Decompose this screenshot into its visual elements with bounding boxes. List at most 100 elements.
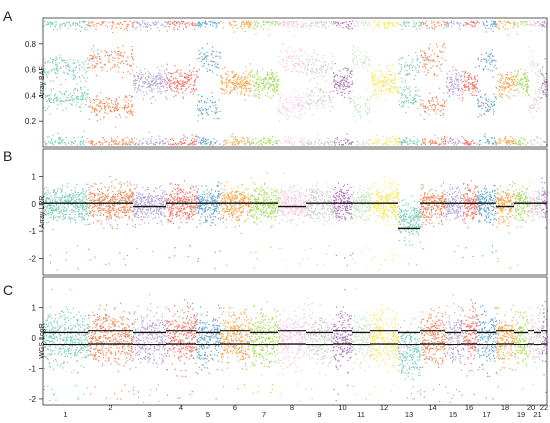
chromosome-points: [445, 183, 463, 253]
chromosome-points: [333, 20, 354, 146]
plot-frame: [42, 276, 548, 406]
chromosome-points: [534, 307, 543, 369]
chromosome-label: 4: [179, 403, 183, 412]
chromosome-points: [514, 311, 530, 390]
chromosome-points: [306, 297, 335, 400]
chromosome-points: [420, 306, 447, 403]
y-tick-label: 0.8: [25, 40, 37, 49]
panel-letter-c: C: [3, 282, 14, 298]
plot-frame: [42, 17, 548, 148]
chromosome-label: 12: [380, 403, 388, 412]
chromosome-points: [420, 182, 447, 250]
chromosome-label: 10: [338, 403, 346, 412]
chromosome-label: 6: [233, 403, 237, 412]
chromosome-points: [166, 180, 198, 259]
chromosome-points: [370, 304, 400, 401]
panel-letter-a: A: [3, 8, 13, 24]
chromosome-points: [477, 184, 498, 257]
chromosome-points: [420, 20, 447, 146]
chromosome-points: [477, 20, 497, 146]
chromosome-points: [496, 20, 516, 145]
chromosome-points: [250, 172, 279, 269]
chromosome-points: [220, 181, 252, 266]
chromosome-points: [88, 175, 134, 266]
chromosome-points: [477, 305, 497, 400]
chromosome-points: [278, 172, 307, 268]
chromosome-points: [196, 304, 222, 400]
chromosome-points: [333, 289, 353, 402]
chromosome-label: 21: [533, 410, 541, 419]
chromosome-label: 9: [317, 410, 321, 419]
chromosome-points: [43, 288, 89, 402]
chromosome-label: 18: [501, 403, 509, 412]
chromosome-label: 14: [428, 403, 436, 412]
chromosome-points: [461, 20, 478, 146]
chromosome-points: [445, 20, 462, 146]
chromosome-label: 17: [482, 410, 490, 419]
y-axis-label: Array BAF: [39, 66, 46, 98]
chromosome-points: [398, 317, 422, 400]
chromosome-points: [166, 299, 197, 399]
chromosome-points: [306, 20, 334, 146]
chromosome-points: [196, 20, 221, 146]
y-tick-label: 0: [32, 200, 37, 209]
panel-b-lrr: -2 -1 0 1 Array LRR: [29, 148, 549, 276]
chromosome-points: [528, 20, 536, 146]
y-tick-label: -1: [29, 227, 37, 236]
chromosome-points: [88, 20, 134, 146]
chromosome-label: 7: [262, 410, 266, 419]
y-tick-label: -2: [29, 395, 37, 404]
chromosome-points: [333, 182, 354, 266]
chromosome-points: [528, 181, 536, 222]
chromosome-points: [133, 184, 168, 253]
chromosome-points: [534, 20, 542, 146]
y-tick-label: 0.6: [25, 66, 37, 75]
chromosome-points: [352, 20, 372, 146]
chromosome-points: [250, 301, 280, 394]
chromosome-label: 5: [206, 410, 210, 419]
chromosome-points: [370, 175, 399, 271]
chromosome-label: 13: [405, 410, 413, 419]
chromosome-points: [166, 20, 198, 146]
chromosome-label: 22: [540, 403, 548, 412]
chromosome-points: [496, 181, 515, 270]
chromosome-points: [461, 180, 479, 259]
chromosome-points: [43, 183, 90, 271]
y-tick-label: 0.4: [25, 91, 37, 100]
y-tick-label: 0: [32, 334, 37, 343]
chromosome-points: [278, 20, 307, 146]
chromosome-points: [496, 304, 516, 388]
chromosome-label: 20: [527, 403, 535, 412]
chromosome-points: [370, 20, 400, 146]
chromosome-points: [133, 20, 168, 146]
panel-a-baf: 0.2 0.4 0.6 0.8 Array BAF: [25, 17, 549, 148]
y-axis-label: WGS LogR: [39, 323, 46, 358]
chromosome-points: [398, 20, 422, 146]
chromosome-points: [250, 20, 280, 146]
chromosome-label: 1: [63, 410, 67, 419]
y-tick-label: 0.2: [25, 117, 37, 126]
plot-frame: [42, 148, 548, 276]
chromosome-label: 2: [108, 403, 112, 412]
chromosome-points: [133, 294, 168, 403]
chromosome-points: [541, 177, 549, 229]
chromosome-points: [398, 195, 421, 266]
y-tick-label: 1: [32, 172, 37, 181]
y-tick-label: 1: [32, 303, 37, 312]
y-tick-label: -2: [29, 255, 37, 264]
chromosome-label: 19: [517, 410, 525, 419]
chromosome-label: 16: [465, 403, 473, 412]
chromosome-label: 8: [290, 403, 294, 412]
chromosome-label: 11: [357, 410, 365, 419]
chromosome-points: [306, 181, 335, 267]
chromosome-points: [352, 185, 372, 270]
chromosome-label: 15: [449, 410, 457, 419]
panel-letter-b: B: [3, 148, 13, 164]
chromosome-points: [528, 306, 535, 386]
chromosome-points: [196, 181, 221, 270]
chromosome-points: [220, 306, 252, 390]
chromosome-points: [278, 303, 307, 402]
y-axis-label: Array LRR: [39, 196, 46, 229]
